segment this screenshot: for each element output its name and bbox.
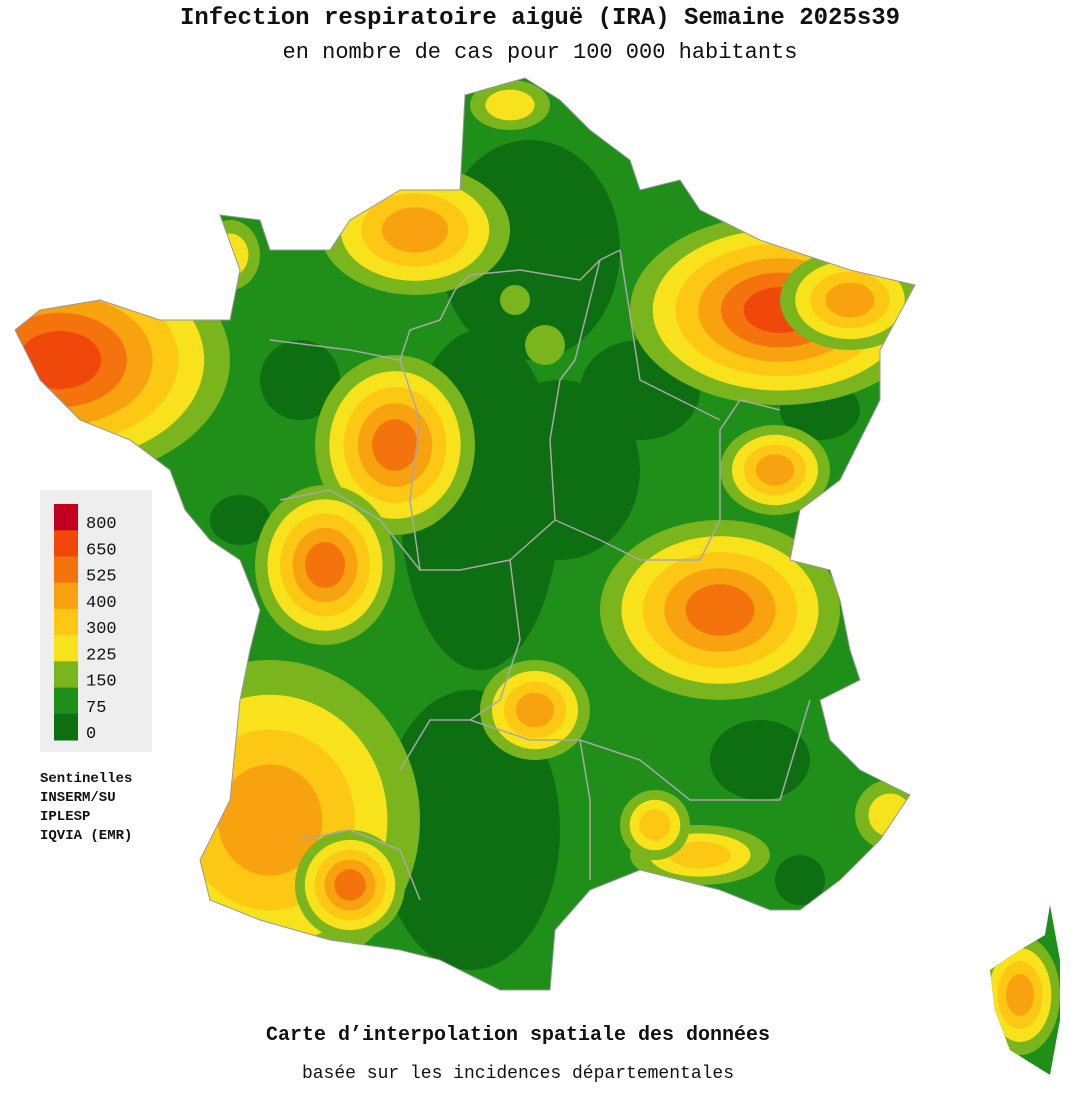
legend-swatch (54, 661, 78, 689)
incidence-blob (485, 89, 535, 121)
legend-swatch (54, 713, 78, 741)
subtitle: en nombre de cas pour 100 000 habitants (283, 40, 798, 65)
low-zone (710, 720, 810, 800)
legend-label: 400 (86, 594, 117, 613)
incidence-blob (755, 454, 795, 486)
legend-swatch (54, 556, 78, 584)
region-border (509, 379, 561, 561)
title: Infection respiratoire aiguë (IRA) Semai… (180, 5, 900, 32)
footer-subtitle: basée sur les incidences départementales (302, 1064, 734, 1084)
low-zone (210, 495, 270, 545)
region-border (399, 359, 511, 571)
region-border (399, 289, 456, 361)
incidence-blob (1006, 974, 1034, 1016)
incidence-blob (668, 841, 732, 869)
source-label: IQVIA (EMR) (40, 828, 132, 844)
incidence-blob (639, 809, 671, 841)
legend-label: 650 (86, 541, 117, 560)
region-border (719, 399, 781, 520)
low-zone (260, 340, 340, 420)
incidence-blob (305, 542, 345, 588)
legend-label: 300 (86, 620, 117, 639)
incidence-blob (200, 220, 260, 290)
region-border (454, 249, 621, 291)
interpolation-map (15, 78, 1060, 1075)
region-border (554, 519, 721, 561)
legend-swatch (54, 635, 78, 662)
legend-swatch (54, 504, 78, 531)
incidence-blob (825, 282, 875, 318)
legend-label: 800 (86, 515, 117, 534)
incidence-blob (685, 584, 755, 636)
source-label: INSERM/SU (40, 790, 116, 806)
footer-title: Carte d’interpolation spatiale des donné… (266, 1024, 770, 1047)
source-label: IPLESP (40, 809, 90, 825)
legend-swatch (54, 687, 78, 715)
sources: Sentinelles INSERM/SU IPLESP IQVIA (EMR) (40, 771, 132, 844)
incidence-blob (217, 764, 323, 876)
legend-label: 225 (86, 646, 117, 665)
incidence-blob (525, 325, 565, 365)
incidence-blob (868, 793, 912, 837)
incidence-blob (515, 692, 555, 728)
low-zone (775, 855, 825, 905)
incidence-blob (18, 330, 102, 390)
legend-label: 0 (86, 725, 96, 744)
region-border (279, 489, 421, 571)
region-border (469, 699, 811, 801)
region-border (299, 829, 421, 901)
legend-label: 75 (86, 699, 106, 718)
region-border (269, 339, 401, 361)
legend-label: 525 (86, 568, 117, 587)
incidence-blob (211, 233, 249, 277)
region-border (619, 249, 721, 421)
region-border (399, 559, 521, 771)
incidence-blob (372, 419, 418, 471)
legend: 800 650 525 400 300 225 150 75 0 (54, 504, 117, 744)
incidence-blob (381, 207, 449, 253)
legend-swatch (54, 608, 78, 636)
region-border (559, 259, 601, 381)
incidence-blob (334, 869, 366, 901)
low-zone (380, 690, 560, 970)
legend-swatch (54, 530, 78, 557)
legend-label: 150 (86, 673, 117, 692)
source-label: Sentinelles (40, 771, 132, 787)
region-border (579, 739, 591, 880)
incidence-blob (500, 285, 530, 315)
legend-swatch (54, 582, 78, 610)
